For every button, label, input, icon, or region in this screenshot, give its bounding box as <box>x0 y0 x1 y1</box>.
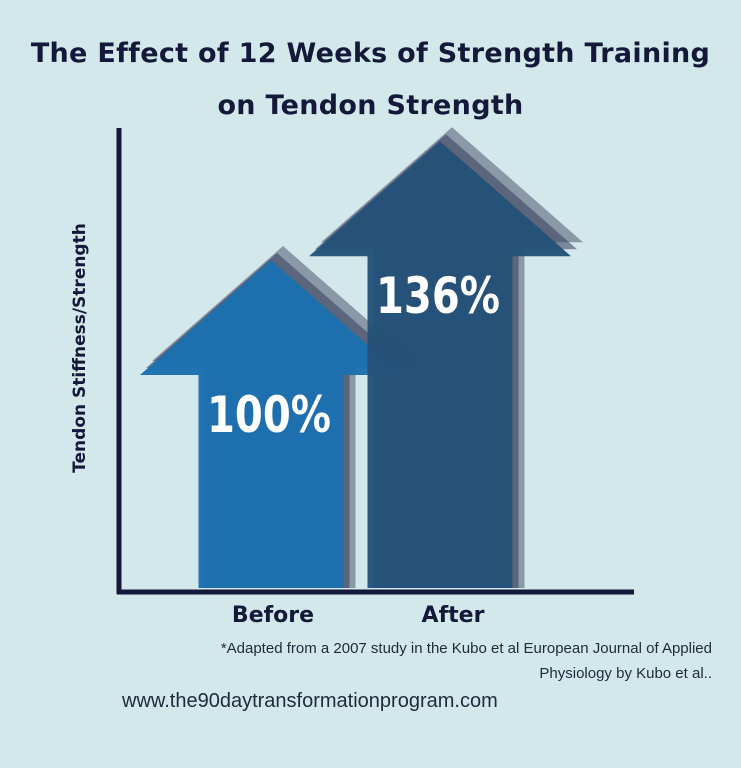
chart-title: The Effect of 12 Weeks of Strength Train… <box>0 28 741 132</box>
value-label-before: 100% <box>207 386 331 444</box>
arrow-bar-after <box>309 141 571 588</box>
chart-title-line-2: on Tendon Strength <box>217 90 524 121</box>
chart-labels: 100% Before 136% After <box>207 267 500 628</box>
chart-title-line-1: The Effect of 12 Weeks of Strength Train… <box>30 38 711 69</box>
y-axis-label: Tendon Stiffness/Strength <box>70 223 90 473</box>
arrow-bar-before <box>140 260 402 588</box>
footnote-line-2: Physiology by Kubo et al.. <box>539 665 712 682</box>
category-label-before: Before <box>232 603 314 628</box>
arrow-bars <box>140 141 571 588</box>
website-url: www.the90daytransformationprogram.com <box>122 690 498 712</box>
footnote-line-1: *Adapted from a 2007 study in the Kubo e… <box>220 640 712 657</box>
category-label-after: After <box>422 603 485 628</box>
source-footnote: *Adapted from a 2007 study in the Kubo e… <box>110 636 712 686</box>
chart-axes <box>116 128 634 595</box>
value-label-after: 136% <box>376 267 500 325</box>
